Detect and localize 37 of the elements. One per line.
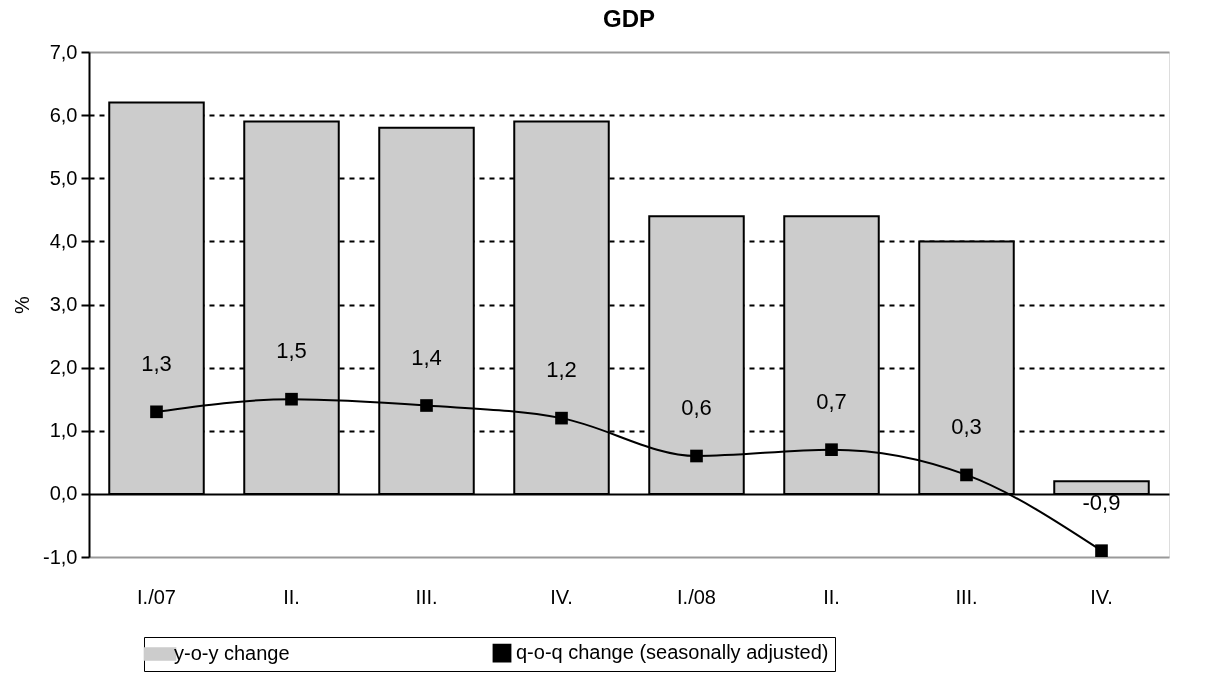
y-tick-label: 2,0: [49, 356, 78, 379]
x-tick-label: IV.: [550, 585, 573, 608]
legend-label: y-o-y change: [174, 642, 290, 664]
data-label: 1,3: [141, 350, 172, 376]
y-tick-label: 7,0: [49, 40, 78, 63]
legend-label: q-o-q change (seasonally adjusted): [516, 641, 829, 664]
point: [825, 443, 838, 457]
x-tick-label: I./07: [137, 585, 176, 608]
point: [690, 449, 703, 463]
x-tick-label: II.: [283, 585, 300, 608]
data-label: 1,5: [276, 338, 307, 364]
data-label: 1,2: [546, 357, 577, 383]
point: [555, 411, 568, 425]
y-tick-label: 3,0: [49, 293, 78, 315]
y-tick-label: 0,0: [49, 482, 78, 505]
data-label: 0,3: [951, 413, 982, 439]
point: [420, 399, 433, 412]
point: [1095, 544, 1108, 558]
y-tick-label: 4,0: [49, 229, 78, 252]
x-tick-label: II.: [823, 585, 840, 608]
x-tick-label: III.: [415, 585, 438, 608]
x-tick-label: III.: [955, 585, 978, 608]
x-tick-label: I./08: [677, 585, 716, 608]
data-label: 0,6: [681, 395, 712, 420]
point: [150, 405, 163, 419]
data-label: -0,9: [1082, 489, 1121, 515]
chart-title: GDP: [602, 5, 656, 32]
data-label: 0,7: [816, 388, 847, 414]
y-tick-label: -1,0: [43, 545, 78, 568]
y-tick-label: 5,0: [49, 166, 78, 189]
point: [960, 468, 973, 482]
data-label: 1,4: [411, 344, 442, 370]
y-tick-label: 6,0: [49, 103, 78, 126]
y-axis-title: %: [11, 295, 34, 314]
point: [285, 392, 298, 406]
x-tick-label: IV.: [1090, 585, 1113, 608]
y-tick-label: 1,0: [49, 419, 78, 442]
